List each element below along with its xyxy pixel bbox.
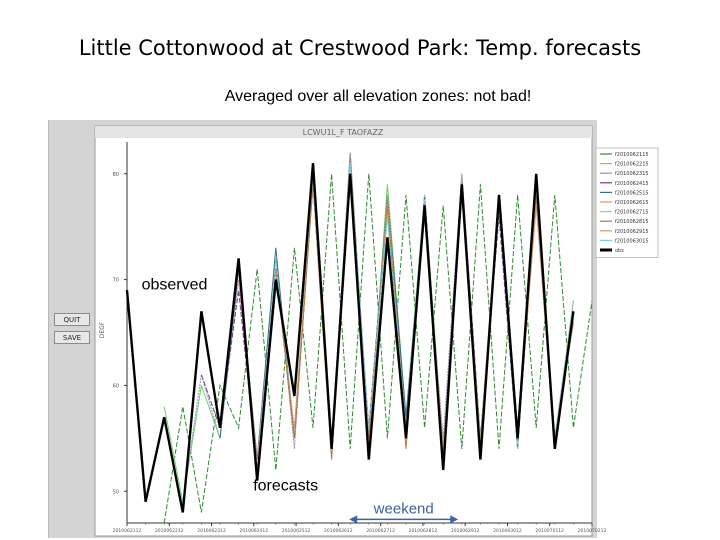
x-tick-label: 2010063012	[493, 528, 522, 534]
y-tick-label: 50	[113, 489, 119, 495]
forecast-line-f2010062115	[163, 173, 593, 524]
x-tick-label: 2010062512	[282, 528, 311, 534]
y-tick-label: 70	[113, 278, 119, 284]
weekend-annotation: weekend	[373, 500, 434, 517]
forecasts-annotation: forecasts	[253, 478, 318, 495]
chart-title: LCWU1L_F TAOFAZZ	[303, 128, 384, 137]
legend-entry: f2010063015	[615, 238, 649, 244]
legend-entry: f2010062715	[615, 210, 649, 216]
x-tick-label: 2010070112	[535, 528, 564, 534]
observed-annotation: observed	[142, 277, 208, 294]
legend-entry: obs	[615, 248, 624, 254]
arrowhead-right	[450, 515, 459, 524]
x-tick-label: 2010062712	[366, 528, 395, 534]
legend-entry: f2010062515	[615, 190, 649, 196]
save-button[interactable]: SAVE	[54, 331, 90, 344]
x-tick-label: 2010062812	[409, 528, 438, 534]
legend-entry: f2010062915	[615, 229, 649, 235]
slide-title: Little Cottonwood at Crestwood Park: Tem…	[78, 36, 642, 60]
x-tick-label: 2010070212	[578, 528, 607, 534]
legend-box	[595, 147, 659, 258]
legend-entry: f2010062415	[615, 181, 649, 187]
y-axis-label: DEGF	[99, 321, 106, 338]
y-tick-label: 80	[113, 172, 119, 178]
observed-line	[125, 163, 575, 513]
chart-title-bar	[95, 126, 592, 138]
legend-entry: f2010062215	[615, 162, 649, 168]
x-tick-label: 2010062212	[155, 528, 184, 534]
quit-button[interactable]: QUIT	[54, 313, 90, 326]
legend-entry: f2010062115	[615, 152, 649, 158]
x-tick-label: 2010062412	[239, 528, 268, 534]
x-tick-label: 2010062312	[197, 528, 226, 534]
x-tick-label: 2010062612	[324, 528, 353, 534]
y-tick-label: 60	[113, 383, 119, 389]
slide-subtitle: Averaged over all elevation zones: not b…	[224, 88, 532, 105]
x-tick-label: 2010062912	[451, 528, 480, 534]
legend-entry: f2010062315	[615, 171, 649, 177]
legend-entry: f2010062815	[615, 219, 649, 225]
arrowhead-left	[349, 515, 358, 524]
x-tick-label: 2010062112	[113, 528, 142, 534]
plot-window	[94, 125, 593, 537]
legend-entry: f2010062615	[615, 200, 649, 206]
